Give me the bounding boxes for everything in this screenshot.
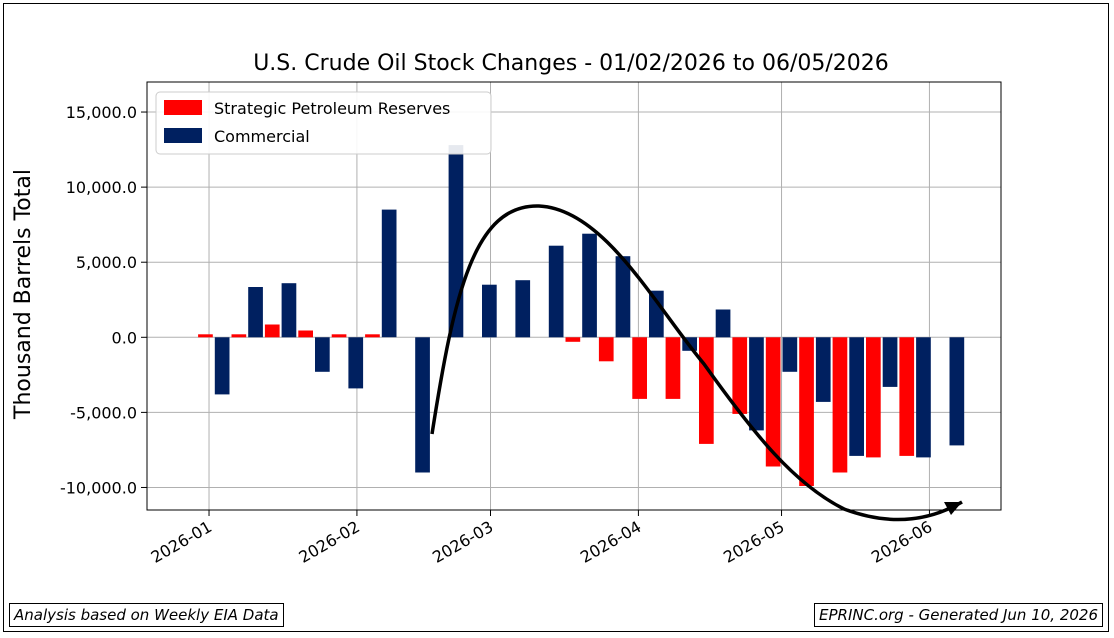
bar-spr [365,334,380,338]
x-tick-label: 2026-01 [148,517,215,567]
footer-source-note: Analysis based on Weekly EIA Data [9,603,284,627]
bar-commercial [949,337,965,446]
bar-commercial [849,337,864,456]
legend: Strategic Petroleum Reserves Commercial [155,91,492,155]
legend-label: Commercial [214,127,310,146]
legend-label: Strategic Petroleum Reserves [214,99,450,118]
bar-commercial [482,284,497,338]
bar-commercial [782,337,798,372]
bar-spr [832,337,848,473]
plot-area-frame [146,81,1002,511]
bar-commercial [649,290,664,338]
bar-commercial [548,245,564,338]
bar-commercial [448,145,464,338]
x-tick-label: 2026-05 [720,517,787,567]
bar-commercial [515,280,531,338]
bar-spr [598,337,614,362]
bar-commercial [882,337,898,387]
bar-commercial [815,337,831,402]
y-tick-label: -5,000.0 [70,403,137,422]
bars [198,145,965,486]
bar-spr [632,337,647,399]
axis: -10,000.0 -5,000.0 0.0 5,000.0 10,000.0 15,00… [60,81,1002,567]
bar-commercial [348,337,364,389]
footer-generated-note: EPRINC.org - Generated Jun 10, 2026 [814,603,1103,627]
bar-commercial [214,337,230,395]
y-tick-label: 15,000.0 [66,103,137,122]
legend-swatch [164,100,202,115]
bar-spr [565,337,581,342]
x-tick-label: 2026-03 [429,517,496,567]
bar-commercial [715,309,731,338]
y-tick-label: 0.0 [112,328,137,347]
bar-spr [231,334,247,338]
x-tick-label: 2026-04 [577,517,644,567]
bar-commercial [315,337,330,372]
bar-commercial [916,337,931,458]
bar-spr [732,337,748,414]
bar-spr [799,337,814,486]
chart-title: U.S. Crude Oil Stock Changes - 01/02/202… [253,51,889,76]
chart: U.S. Crude Oil Stock Changes - 01/02/202… [11,51,1002,567]
bar-spr [665,337,681,399]
y-tick-label: 5,000.0 [76,253,137,272]
bar-commercial [381,209,397,338]
bar-spr [866,337,881,458]
bar-spr [198,334,213,338]
y-tick-label: 10,000.0 [66,178,137,197]
bar-spr [899,337,915,456]
y-axis-label: Thousand Barrels Total [11,169,36,420]
bar-commercial [248,287,263,338]
figure-frame: U.S. Crude Oil Stock Changes - 01/02/202… [3,3,1109,632]
trend-arrow-annotation [430,204,963,522]
bar-spr [264,324,280,338]
bar-commercial [749,337,764,431]
legend-box [155,91,492,155]
bar-commercial [281,283,297,338]
x-tick-label: 2026-02 [296,517,363,567]
bar-commercial [415,337,430,473]
arrow-head [944,502,962,515]
legend-swatch [164,128,202,143]
bar-spr [331,334,347,338]
bar-spr [298,330,313,338]
bar-commercial [615,256,631,338]
bar-spr [765,337,781,467]
bar-commercial [582,233,597,338]
y-tick-label: -10,000.0 [60,478,137,497]
x-tick-label: 2026-06 [868,517,935,567]
bar-spr [699,337,714,444]
